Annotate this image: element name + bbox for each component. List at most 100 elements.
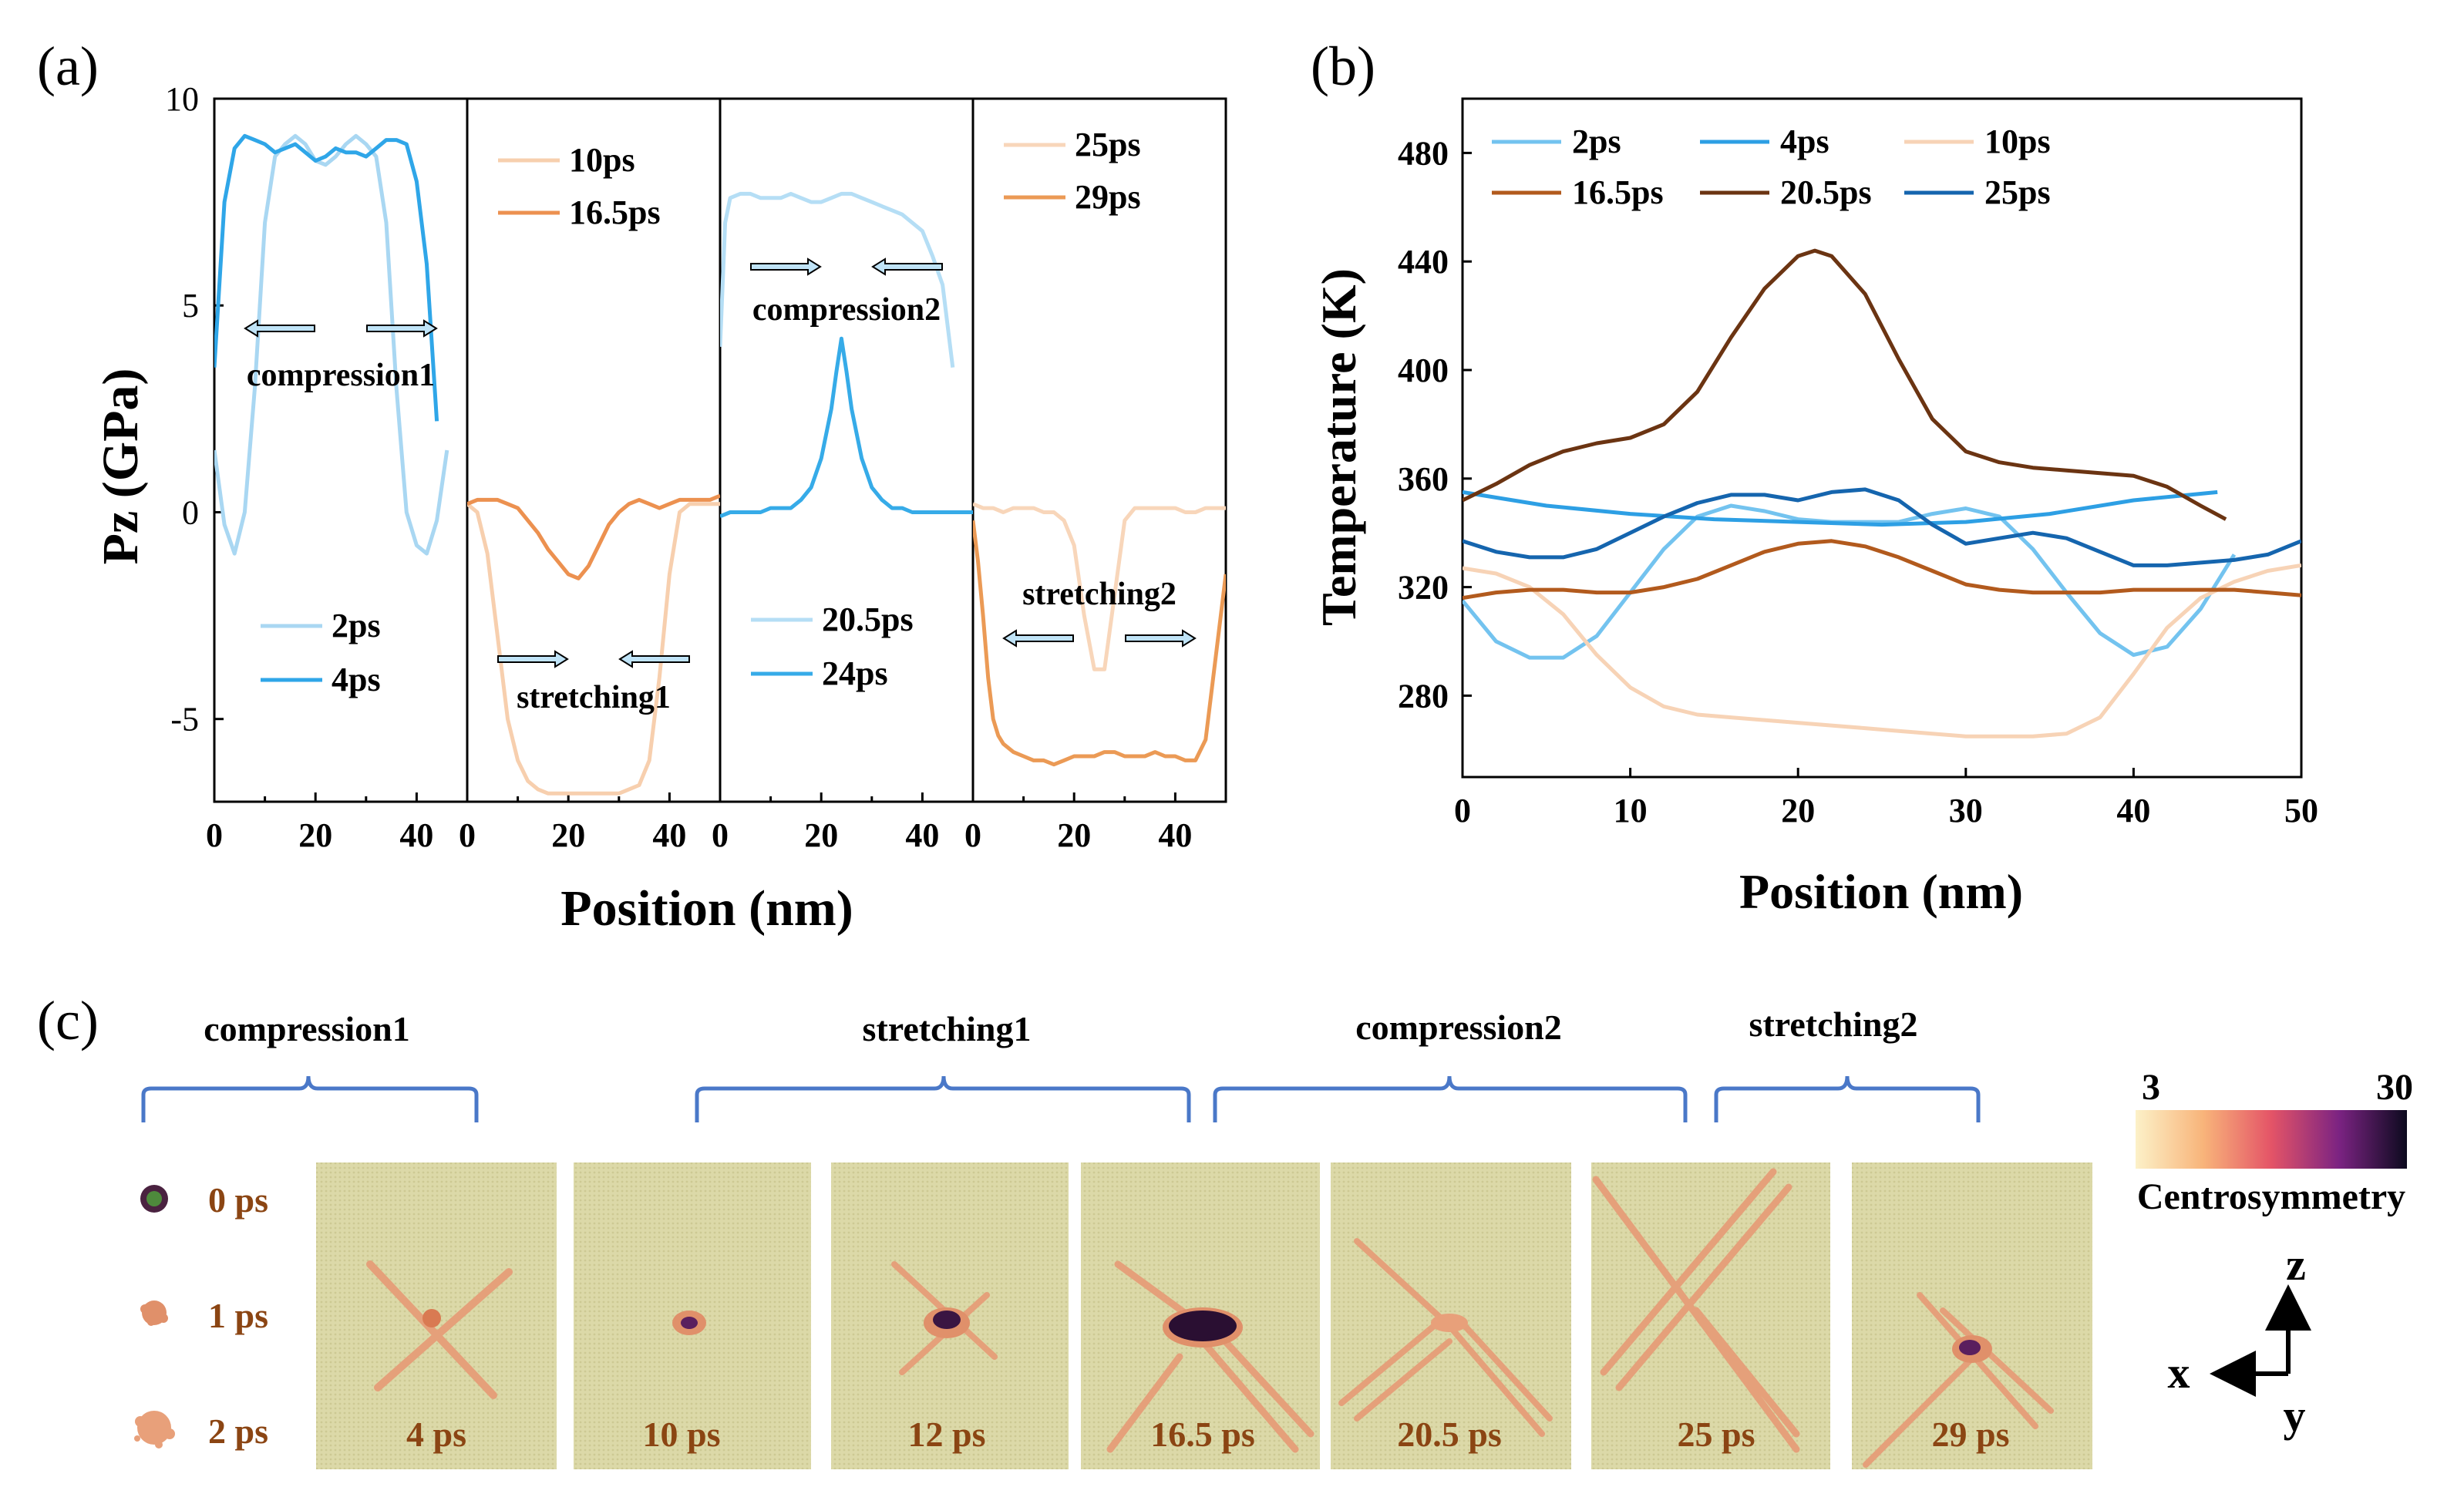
panel-a-xtick-label: 20 (804, 816, 838, 854)
panel-a-xtick-label: 0 (712, 816, 729, 854)
colorbar (2136, 1110, 2407, 1169)
panel-b-axes (1461, 97, 2303, 779)
panel-b-line-10ps (1463, 563, 2301, 739)
panel-a-line-20.5ps (720, 191, 955, 368)
panel-b-line-20.5ps (1463, 248, 2227, 521)
panel-a-arrows-3 (1002, 629, 1197, 648)
panel-a-ytick-label: -5 (170, 701, 199, 739)
stage-compression2: compression2 (1355, 1008, 1562, 1047)
colorbar-max: 30 (2376, 1067, 2413, 1108)
panel-a-annotation-compression1: compression1 (247, 358, 435, 393)
panel-b-legend-10ps: 10ps (1984, 123, 2051, 160)
bracket-compression2 (1213, 1075, 1688, 1122)
snapshot-label-10ps: 10 ps (643, 1415, 721, 1454)
panel-a-xtick-label: 0 (206, 816, 223, 854)
panel-b-legend-20.5ps: 20.5ps (1780, 173, 1872, 211)
panel-a-legend-10ps: 10ps (569, 141, 635, 179)
snapshot-4ps: 4 ps (316, 1162, 557, 1469)
snapshot-16-5ps: 16.5 ps (1081, 1162, 1320, 1469)
panel-a-line-25ps (973, 502, 1226, 671)
snapshot-20-5ps: 20.5 ps (1331, 1162, 1571, 1469)
panel-b-xtick-label: 40 (2116, 792, 2150, 829)
stage-compression1: compression1 (204, 1009, 410, 1048)
panel-a-text: 10 5 0 -5 0 20 40 2ps 4ps compression1 0 20 40 10ps 16… (165, 80, 1192, 854)
panel-a-lines (214, 133, 1226, 796)
snapshot-label-20-5ps: 20.5 ps (1397, 1415, 1501, 1454)
bracket-stretching2 (1714, 1075, 1981, 1122)
initial-label-0ps: 0 ps (208, 1180, 268, 1220)
panel-a-line-16.5ps (467, 493, 720, 580)
panel-b-lines (1463, 140, 2301, 739)
panel-b-ytick-label: 360 (1398, 460, 1449, 498)
panel-a-line-10ps (467, 502, 720, 796)
snapshot-25ps: 25 ps (1591, 1162, 1830, 1469)
panel-a-xtick-label: 40 (652, 816, 686, 854)
panel-a-xtick-label: 0 (964, 816, 981, 854)
panel-b-line-4ps (1463, 490, 2218, 527)
bracket-stretching1 (695, 1075, 1191, 1122)
panel-b-ytick-label: 280 (1398, 677, 1449, 715)
panel-a-line-29ps (973, 520, 1226, 767)
panel-b-ytick-label: 480 (1398, 134, 1449, 172)
panel-b-legend-2ps: 2ps (1572, 123, 1621, 160)
panel-b-line-25ps (1463, 487, 2301, 567)
panel-a-legend-29ps: 29ps (1075, 178, 1141, 216)
panel-a-legend-16.5ps: 16.5ps (569, 193, 661, 231)
snapshot-label-4ps: 4 ps (406, 1415, 466, 1454)
initial-void-0ps (140, 1185, 168, 1213)
bracket-compression1 (141, 1075, 479, 1122)
panel-a-ylabel: Pz (GPa) (93, 368, 149, 565)
panel-a-chart: 10 5 0 -5 0 20 40 2ps 4ps compression1 0 20 40 10ps 16… (93, 80, 1227, 937)
panel-b-xtick-label: 20 (1781, 792, 1815, 829)
colorbar-min: 3 (2142, 1067, 2160, 1108)
panel-a-ytick-label: 10 (165, 80, 199, 118)
panel-b-legend-4ps: 4ps (1780, 123, 1829, 160)
stage-stretching1: stretching1 (863, 1009, 1032, 1048)
colorbar-label: Centrosymmetry (2137, 1176, 2405, 1217)
initial-void-1ps (140, 1300, 168, 1326)
panel-a-annotation-stretching1: stretching1 (517, 680, 671, 715)
panel-a-annotation-stretching2: stretching2 (1022, 577, 1176, 612)
panel-a-legend-20.5ps: 20.5ps (822, 601, 914, 638)
snapshot-label-12ps: 12 ps (908, 1415, 986, 1454)
panel-a-ytick-label: 5 (182, 287, 199, 325)
panel-a-line-24ps (720, 336, 973, 519)
stage-stretching2: stretching2 (1749, 1004, 1918, 1044)
panel-a-xtick-label: 0 (459, 816, 476, 854)
panel-a-xtick-label: 40 (399, 816, 433, 854)
panel-a-xtick-label: 20 (551, 816, 585, 854)
snapshot-12ps: 12 ps (831, 1162, 1069, 1469)
initial-void-2ps (134, 1411, 175, 1448)
snapshot-label-29ps: 29 ps (1932, 1415, 2010, 1454)
initial-label-2ps: 2 ps (208, 1411, 268, 1451)
panel-a-legend-2ps: 2ps (332, 607, 381, 644)
panel-a-legend-25ps: 25ps (1075, 126, 1141, 163)
panel-b-xtick-label: 10 (1614, 792, 1648, 829)
panel-b-label: (b) (1311, 35, 1375, 97)
panel-b-frame (1461, 97, 2303, 779)
panel-b-legend-25ps: 25ps (1984, 173, 2051, 211)
panel-a-ytick-label: 0 (182, 493, 199, 531)
panel-a-xtick-label: 40 (905, 816, 939, 854)
panel-b-line-16.5ps (1463, 539, 2301, 601)
panel-a-arrows-2 (750, 257, 943, 276)
axis-x-label: x (2168, 1348, 2190, 1398)
panel-c-label: (c) (37, 990, 99, 1051)
panel-c-snapshots: compression1 stretching1 compression2 st… (134, 1004, 2413, 1469)
panel-b-chart: 0 10 20 30 40 50 280 320 360 400 440 480 2ps 4ps 10ps 1… (1311, 97, 2318, 919)
snapshot-label-25ps: 25 ps (1678, 1415, 1755, 1454)
panel-b-legend-16.5ps: 16.5ps (1572, 173, 1664, 211)
panel-a-label: (a) (37, 35, 99, 97)
panel-a-legend-24ps: 24ps (822, 654, 888, 692)
snapshot-label-16-5ps: 16.5 ps (1150, 1415, 1254, 1454)
panel-b-xtick-label: 50 (2284, 792, 2318, 829)
panel-b-ytick-label: 320 (1398, 569, 1449, 607)
panel-a-line-2ps (214, 133, 449, 556)
panel-b-ytick-label: 440 (1398, 243, 1449, 281)
panel-a-xtick-label: 40 (1158, 816, 1192, 854)
panel-a-line-4ps (214, 133, 439, 422)
panel-a-xtick-label: 20 (1057, 816, 1091, 854)
panel-a-xtick-label: 20 (298, 816, 332, 854)
snapshot-29ps: 29 ps (1852, 1162, 2092, 1469)
